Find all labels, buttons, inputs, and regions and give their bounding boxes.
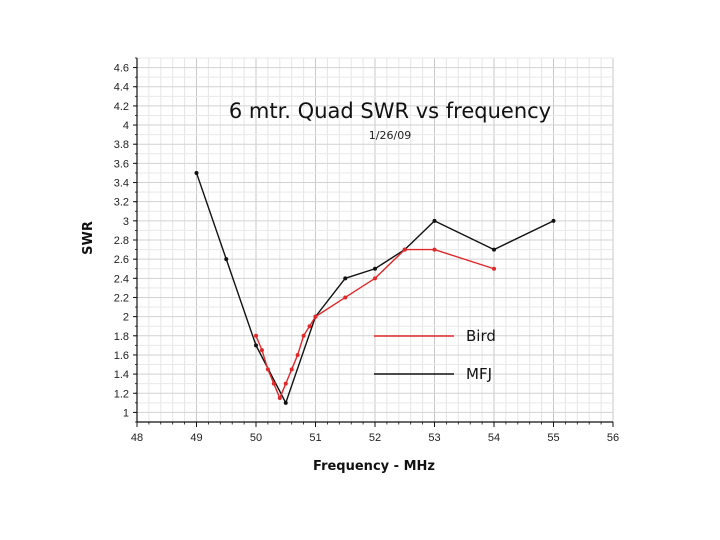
data-point-mfj xyxy=(254,343,258,348)
data-point-bird xyxy=(492,266,496,271)
data-point-bird xyxy=(432,247,437,252)
y-ticks: 1 1.2 1.4 1.6 1.8 2 2.2 2.4 2.6 2.8 3 3.2 3.4 3.6 3.8 4… xyxy=(114,57,137,423)
x-axis-label: Frequency - MHz xyxy=(313,459,435,474)
chart-title: 6 mtr. Quad SWR vs frequency xyxy=(229,99,551,123)
data-point-mfj xyxy=(492,247,496,252)
x-tick-label: 56 xyxy=(607,432,619,444)
y-axis-label: SWR xyxy=(81,221,96,255)
y-tick-label: 2.2 xyxy=(114,292,129,304)
x-tick-label: 50 xyxy=(250,432,262,444)
y-tick-label: 2.4 xyxy=(114,273,129,285)
data-point-bird xyxy=(277,396,282,401)
x-tick-label: 49 xyxy=(190,432,202,444)
y-tick-label: 3.2 xyxy=(114,197,129,209)
data-point-mfj xyxy=(224,257,229,262)
x-tick-label: 53 xyxy=(428,432,440,444)
data-point-bird xyxy=(283,381,288,386)
data-point-bird xyxy=(402,247,407,252)
data-point-mfj xyxy=(432,218,437,223)
y-tick-label: 3.8 xyxy=(114,139,129,151)
data-point-mfj xyxy=(551,218,556,223)
data-point-bird xyxy=(313,314,318,319)
data-point-bird xyxy=(271,381,276,386)
y-tick-label: 2 xyxy=(123,312,129,324)
data-point-mfj xyxy=(194,170,199,175)
y-tick-label: 3.4 xyxy=(114,178,129,190)
data-point-mfj xyxy=(343,276,348,281)
data-point-bird xyxy=(259,348,264,353)
x-tick-label: 48 xyxy=(131,432,143,444)
data-point-bird xyxy=(343,295,348,300)
grid-lines xyxy=(136,57,614,423)
data-point-bird xyxy=(301,333,306,338)
series-layer xyxy=(194,170,556,405)
y-tick-label: 1.8 xyxy=(114,331,129,343)
y-tick-label: 2.6 xyxy=(114,254,129,266)
y-tick-label: 1.4 xyxy=(114,369,129,381)
legend-label-bird: Bird xyxy=(466,327,496,345)
data-point-bird xyxy=(254,333,258,338)
y-tick-label: 1.6 xyxy=(114,350,129,362)
series-line-bird xyxy=(255,248,495,399)
x-tick-label: 54 xyxy=(488,432,500,444)
y-tick-label: 4.4 xyxy=(114,82,129,94)
data-point-bird xyxy=(295,352,300,357)
data-point-bird xyxy=(289,367,294,372)
legend: Bird MFJ xyxy=(374,327,496,383)
x-tick-label: 55 xyxy=(547,432,559,444)
y-tick-label: 4.6 xyxy=(114,63,129,75)
data-point-bird xyxy=(373,276,377,281)
y-tick-label: 1 xyxy=(123,407,129,419)
y-tick-label: 2.8 xyxy=(114,235,129,247)
y-tick-label: 4 xyxy=(123,120,129,132)
x-tick-label: 51 xyxy=(309,432,321,444)
x-tick-label: 52 xyxy=(369,432,381,444)
data-point-mfj xyxy=(283,400,288,405)
x-ticks: 48 49 50 51 52 53 54 55 56 xyxy=(131,422,619,444)
data-point-mfj xyxy=(373,266,377,271)
y-tick-label: 4.2 xyxy=(114,101,129,113)
y-tick-label: 1.2 xyxy=(114,388,129,400)
chart-subtitle: 1/26/09 xyxy=(369,129,411,142)
data-point-bird xyxy=(307,324,312,329)
legend-label-mfj: MFJ xyxy=(466,365,492,383)
data-point-bird xyxy=(265,367,270,372)
y-tick-label: 3 xyxy=(123,216,129,228)
y-tick-label: 3.6 xyxy=(114,158,129,170)
